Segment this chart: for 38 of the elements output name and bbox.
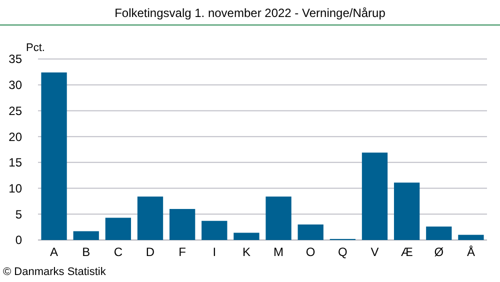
x-tick-label: K	[242, 245, 250, 259]
bar	[266, 196, 292, 240]
x-tick-label: M	[274, 245, 284, 259]
x-tick-label: F	[178, 245, 186, 259]
bar	[137, 196, 164, 240]
x-tick-label: C	[114, 245, 123, 259]
x-tick-label: Å	[466, 245, 475, 259]
x-tick-label: V	[370, 245, 379, 259]
y-tick-label: 30	[8, 78, 22, 92]
y-axis-title: Pct.	[26, 42, 45, 54]
bar	[298, 224, 324, 240]
x-tick-label: D	[146, 245, 155, 259]
x-tick-label: Ø	[434, 245, 444, 259]
y-tick-label: 25	[8, 104, 22, 118]
bar	[362, 152, 388, 240]
bar	[169, 208, 196, 240]
bar	[105, 218, 132, 240]
y-tick-label: 35	[8, 52, 22, 66]
x-tick-label: Q	[338, 245, 348, 259]
bar	[458, 234, 484, 240]
bar	[234, 232, 260, 240]
text: © Danmarks Statistik	[3, 266, 106, 278]
x-tick-label: O	[306, 245, 316, 259]
bar	[394, 182, 420, 240]
bar	[202, 220, 228, 240]
x-tick-label: I	[212, 245, 216, 259]
bar	[41, 72, 67, 240]
bar	[426, 226, 452, 240]
y-tick-label: 10	[8, 181, 22, 196]
y-tick-label: 15	[8, 156, 22, 170]
y-tick-label: 20	[8, 130, 22, 144]
x-tick-label: A	[50, 245, 58, 259]
bar	[73, 231, 99, 240]
x-tick-label: Æ	[400, 245, 413, 259]
chart-title: Folketingsvalg 1. november 2022 - Verninge/Nårup	[114, 6, 386, 20]
y-tick-label: 0	[15, 233, 22, 248]
x-tick-label: B	[82, 245, 90, 259]
y-tick-label: 5	[15, 207, 22, 222]
